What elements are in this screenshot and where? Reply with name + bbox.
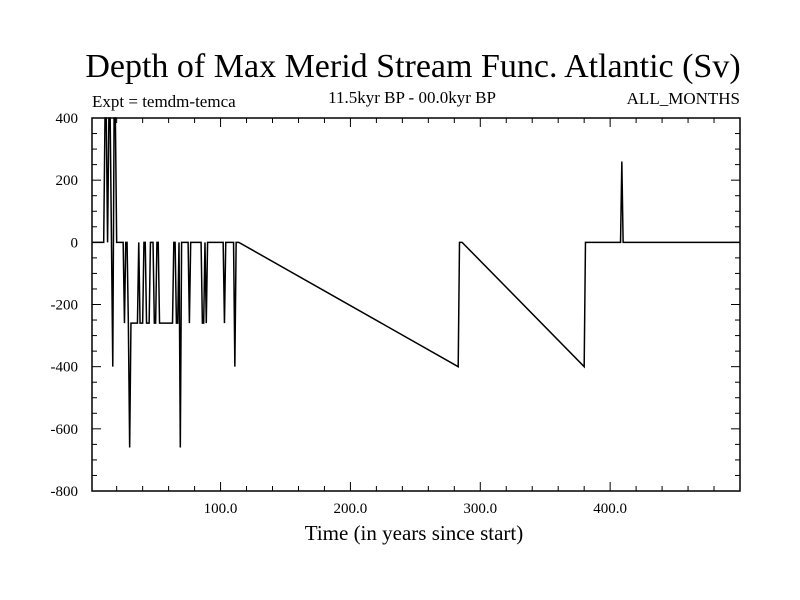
y-tick-label: -800	[51, 484, 79, 500]
x-tick-label: 300.0	[463, 501, 497, 517]
x-tick-label: 200.0	[334, 501, 368, 517]
x-axis-tick-labels: 100.0 200.0 300.0 400.0	[204, 501, 627, 517]
x-axis-label: Time (in years since start)	[305, 521, 524, 545]
period-label: 11.5kyr BP - 00.0kyr BP	[328, 88, 496, 107]
y-axis-ticks	[92, 117, 740, 492]
chart-title: Depth of Max Merid Stream Func. Atlantic…	[85, 48, 740, 85]
y-tick-label: -200	[51, 298, 79, 314]
x-tick-label: 400.0	[593, 501, 627, 517]
y-tick-label: 200	[56, 173, 79, 189]
series-line	[92, 117, 740, 448]
y-tick-label: -600	[51, 422, 79, 438]
y-tick-label: 0	[71, 235, 79, 251]
x-axis-ticks	[116, 118, 715, 491]
experiment-label: Expt = temdm-temca	[92, 92, 236, 111]
x-tick-label: 100.0	[204, 501, 238, 517]
y-tick-label: -400	[51, 360, 79, 376]
y-axis-tick-labels: 400 200 0 -200 -400 -600 -800	[51, 111, 79, 500]
y-tick-label: 400	[56, 111, 79, 127]
months-label: ALL_MONTHS	[627, 89, 740, 108]
